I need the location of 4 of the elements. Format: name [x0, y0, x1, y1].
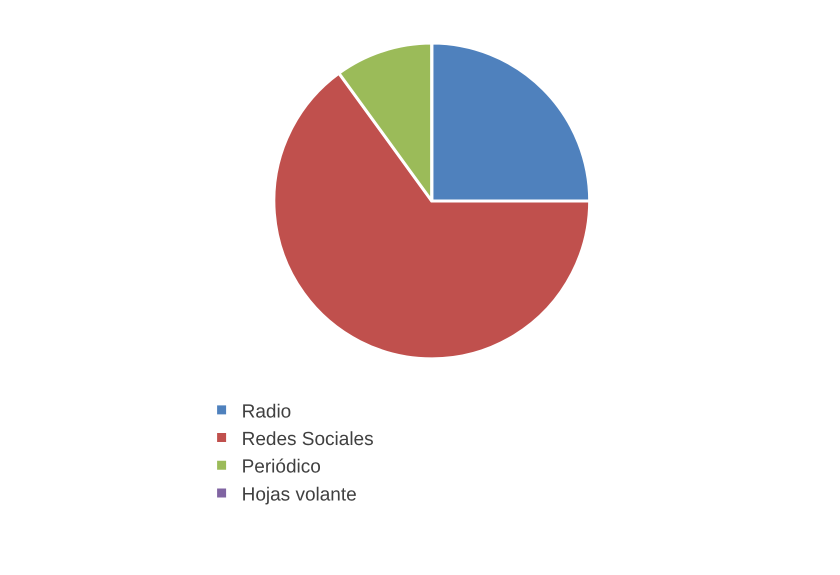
legend-label: Redes Sociales — [242, 428, 374, 450]
legend-label: Periódico — [242, 456, 321, 478]
legend-label: Hojas volante — [242, 484, 357, 506]
legend-label: Radio — [242, 401, 292, 422]
